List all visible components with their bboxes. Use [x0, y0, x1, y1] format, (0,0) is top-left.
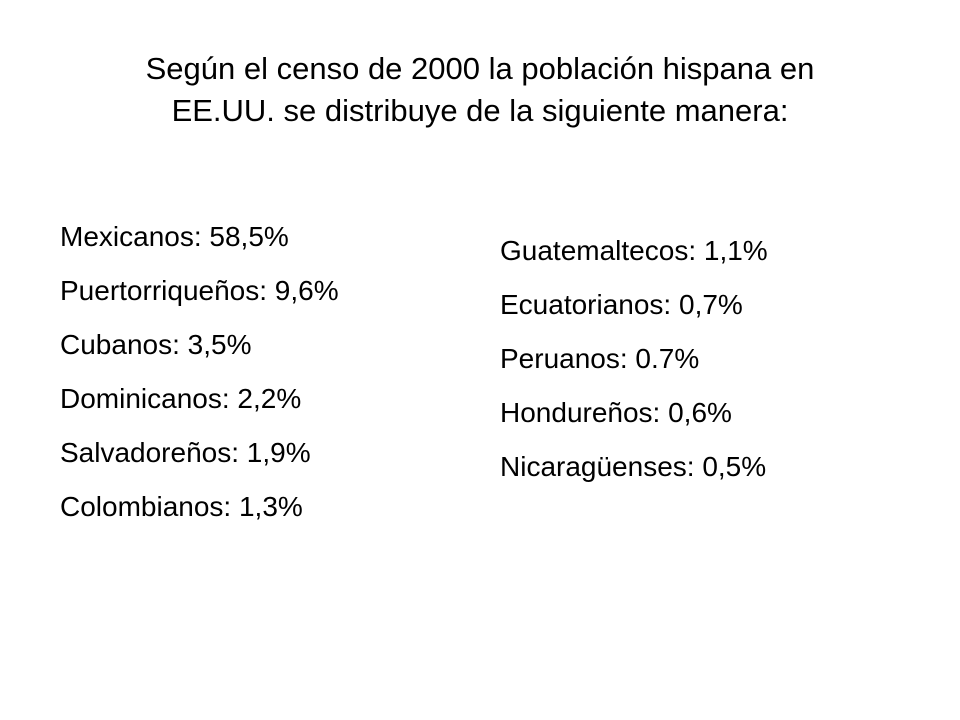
title-line-1: Según el censo de 2000 la población hisp… — [145, 51, 815, 86]
title-line-2: EE.UU. se distribuye de la siguiente man… — [171, 93, 789, 128]
population-list-left: Mexicanos: 58,5% Puertorriqueños: 9,6% C… — [60, 210, 339, 534]
population-list-right: Guatemaltecos: 1,1% Ecuatorianos: 0,7% P… — [500, 224, 768, 494]
list-item-dominicanos: Dominicanos: 2,2% — [60, 383, 302, 414]
list-item-colombianos: Colombianos: 1,3% — [60, 491, 303, 522]
list-item-peruanos: Peruanos: 0.7% — [500, 343, 700, 374]
list-item-salvadorenos: Salvadoreños: 1,9% — [60, 437, 311, 468]
slide-title: Según el censo de 2000 la población hisp… — [40, 48, 920, 132]
list-item-guatemaltecos: Guatemaltecos: 1,1% — [500, 235, 768, 266]
list-item-mexicanos: Mexicanos: 58,5% — [60, 221, 289, 252]
list-item-hondurenos: Hondureños: 0,6% — [500, 397, 732, 428]
list-item-ecuatorianos: Ecuatorianos: 0,7% — [500, 289, 743, 320]
list-item-nicaraguenses: Nicaragüenses: 0,5% — [500, 451, 767, 482]
list-item-puertorriquenos: Puertorriqueños: 9,6% — [60, 275, 339, 306]
list-item-cubanos: Cubanos: 3,5% — [60, 329, 252, 360]
